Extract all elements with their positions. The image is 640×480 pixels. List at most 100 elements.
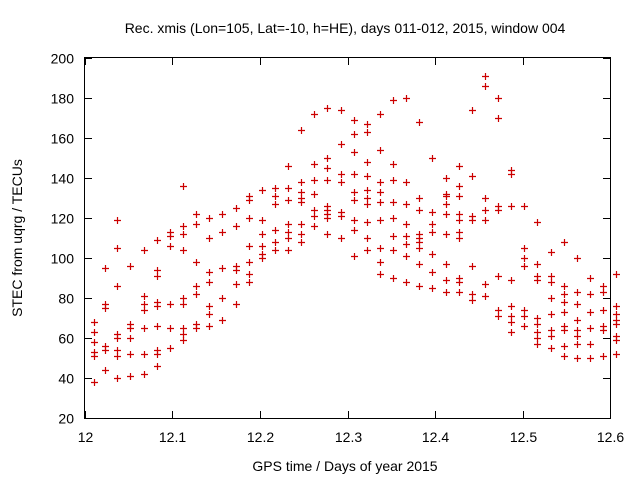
- data-point: [482, 83, 489, 90]
- data-point: [364, 201, 371, 208]
- data-point: [114, 283, 121, 290]
- data-point: [469, 291, 476, 298]
- data-point: [127, 263, 134, 270]
- data-point: [206, 235, 213, 242]
- data-point: [403, 241, 410, 248]
- data-point: [521, 245, 528, 252]
- data-point: [600, 289, 607, 296]
- data-point: [364, 121, 371, 128]
- data-point: [154, 267, 161, 274]
- data-point: [429, 221, 436, 228]
- data-point: [338, 107, 345, 114]
- data-point: [613, 271, 620, 278]
- data-point: [298, 239, 305, 246]
- data-point: [141, 351, 148, 358]
- data-point: [141, 247, 148, 254]
- y-tick-label: 200: [51, 51, 75, 67]
- data-point: [91, 329, 98, 336]
- data-point: [456, 275, 463, 282]
- data-point: [416, 119, 423, 126]
- data-point: [534, 321, 541, 328]
- data-point: [272, 247, 279, 254]
- data-point: [141, 371, 148, 378]
- data-point: [246, 243, 253, 250]
- data-point: [416, 207, 423, 214]
- data-point: [561, 291, 568, 298]
- data-point: [324, 105, 331, 112]
- data-point: [574, 289, 581, 296]
- data-point: [390, 215, 397, 222]
- data-point: [154, 363, 161, 370]
- data-point: [416, 195, 423, 202]
- data-point: [285, 229, 292, 236]
- data-point: [508, 203, 515, 210]
- data-point: [154, 273, 161, 280]
- data-point: [285, 185, 292, 192]
- data-point: [114, 217, 121, 224]
- data-point: [613, 303, 620, 310]
- data-point: [127, 321, 134, 328]
- data-point: [508, 329, 515, 336]
- data-point: [272, 227, 279, 234]
- y-tick-label: 40: [58, 371, 74, 387]
- data-point: [548, 279, 555, 286]
- data-point: [508, 167, 515, 174]
- data-point: [193, 221, 200, 228]
- data-point: [154, 347, 161, 354]
- data-point: [548, 327, 555, 334]
- y-tick-label: 60: [58, 331, 74, 347]
- data-point: [613, 317, 620, 324]
- data-point: [548, 295, 555, 302]
- data-point: [298, 189, 305, 196]
- x-axis: 12 12.1 12.2 12.3 12.4 12.5 12.6: [78, 58, 624, 445]
- data-point: [259, 243, 266, 250]
- data-point: [456, 235, 463, 242]
- data-point: [364, 129, 371, 136]
- x-tick-label: 12.4: [422, 429, 449, 445]
- data-point: [246, 279, 253, 286]
- data-point: [364, 173, 371, 180]
- data-point: [324, 165, 331, 172]
- data-point: [443, 289, 450, 296]
- data-point: [180, 337, 187, 344]
- data-point: [233, 263, 240, 270]
- data-point: [233, 205, 240, 212]
- data-point: [548, 333, 555, 340]
- data-point: [469, 213, 476, 220]
- data-point: [587, 275, 594, 282]
- data-point: [403, 279, 410, 286]
- data-point: [548, 249, 555, 256]
- data-point: [285, 197, 292, 204]
- data-point: [233, 223, 240, 230]
- data-point: [377, 179, 384, 186]
- data-points: [91, 73, 620, 386]
- x-tick-label: 12.6: [597, 429, 624, 445]
- data-point: [390, 275, 397, 282]
- data-point: [167, 301, 174, 308]
- y-tick-label: 80: [58, 291, 74, 307]
- data-point: [114, 375, 121, 382]
- data-point: [521, 203, 528, 210]
- data-point: [574, 301, 581, 308]
- data-point: [364, 247, 371, 254]
- data-point: [298, 179, 305, 186]
- data-point: [534, 273, 541, 280]
- y-tick-label: 100: [51, 251, 75, 267]
- data-point: [311, 213, 318, 220]
- data-point: [206, 311, 213, 318]
- data-point: [482, 73, 489, 80]
- data-point: [219, 211, 226, 218]
- data-point: [508, 303, 515, 310]
- data-point: [311, 111, 318, 118]
- data-point: [495, 115, 502, 122]
- data-point: [338, 179, 345, 186]
- data-point: [561, 323, 568, 330]
- data-point: [167, 243, 174, 250]
- data-point: [534, 341, 541, 348]
- data-point: [285, 163, 292, 170]
- data-point: [272, 201, 279, 208]
- data-point: [114, 245, 121, 252]
- data-point: [351, 171, 358, 178]
- data-point: [298, 221, 305, 228]
- data-point: [495, 95, 502, 102]
